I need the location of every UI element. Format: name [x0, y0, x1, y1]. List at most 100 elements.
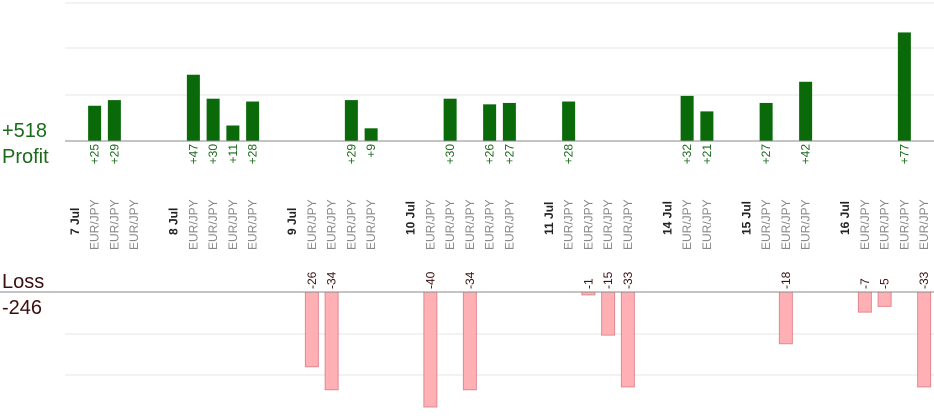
profit-bar — [502, 102, 516, 141]
date-label: 8 Jul — [167, 208, 181, 235]
loss-bar — [620, 291, 635, 388]
pair-label: EUR/JPY — [107, 199, 121, 250]
loss-bar — [462, 291, 477, 391]
pair-label: EUR/JPY — [88, 199, 102, 250]
pair-label: EUR/JPY — [325, 199, 339, 250]
profit-bar — [700, 111, 714, 141]
profit-value-label: +11 — [226, 144, 240, 164]
profit-bar — [897, 32, 911, 141]
loss-bar — [423, 291, 438, 408]
profit-value-label: +27 — [502, 144, 516, 165]
profit-bar — [246, 101, 260, 141]
loss-value-label: -15 — [601, 271, 615, 289]
profit-value-label: +30 — [206, 144, 220, 165]
pair-label: EUR/JPY — [186, 199, 200, 250]
pair-label: EUR/JPY — [127, 199, 141, 250]
date-label: 7 Jul — [68, 208, 82, 235]
loss-caption: Loss — [2, 271, 44, 293]
date-label: 10 Jul — [404, 201, 418, 235]
loss-value-label: -1 — [581, 278, 595, 289]
profit-value-label: +42 — [799, 144, 813, 165]
loss-value-label: -26 — [305, 271, 319, 289]
profit-bar — [680, 95, 694, 141]
loss-value-label: -40 — [423, 271, 437, 289]
pair-label: EUR/JPY — [799, 199, 813, 250]
pair-label: EUR/JPY — [502, 199, 516, 250]
loss-bar — [917, 291, 932, 388]
profit-value-label: +29 — [107, 144, 121, 165]
profit-bars — [88, 32, 911, 141]
loss-bar — [304, 291, 319, 368]
loss-bar — [778, 291, 793, 345]
date-label: 14 Jul — [660, 201, 674, 235]
loss-value-label: -34 — [463, 271, 477, 289]
loss-value-label: -34 — [325, 271, 339, 289]
loss-bar — [857, 291, 872, 313]
profit-bar — [186, 74, 200, 141]
pair-label: EUR/JPY — [601, 199, 615, 250]
pair-label: EUR/JPY — [680, 199, 694, 250]
date-label: 15 Jul — [739, 201, 753, 235]
profit-caption: Profit — [2, 146, 49, 168]
loss-value-label: -18 — [779, 271, 793, 289]
profit-bar — [364, 128, 378, 141]
profit-value-label: +9 — [364, 144, 378, 158]
pair-label: EUR/JPY — [246, 199, 260, 250]
profit-value-label: +26 — [483, 144, 497, 165]
pair-label: EUR/JPY — [917, 199, 931, 250]
loss-bar — [877, 291, 892, 307]
profit-value-label: +32 — [680, 144, 694, 165]
pair-label: EUR/JPY — [344, 199, 358, 250]
loss-value-label: -7 — [858, 278, 872, 289]
loss-gridlines — [65, 333, 934, 376]
loss-total: -246 — [2, 297, 42, 319]
profit-value-label: +27 — [759, 144, 773, 165]
profit-bar — [443, 98, 457, 141]
profit-bar — [226, 125, 240, 141]
loss-value-label: -33 — [917, 271, 931, 289]
pair-label: EUR/JPY — [443, 199, 457, 250]
profit-value-label: +77 — [897, 144, 911, 165]
pair-label: EUR/JPY — [759, 199, 773, 250]
profit-bar — [759, 102, 773, 141]
profit-gridlines — [65, 2, 934, 96]
pair-label: EUR/JPY — [305, 199, 319, 250]
profit-value-label: +47 — [186, 144, 200, 165]
profit-value-label: +25 — [88, 144, 102, 165]
profit-value-label: +28 — [246, 144, 260, 165]
pair-label: EUR/JPY — [878, 199, 892, 250]
pair-label: EUR/JPY — [463, 199, 477, 250]
pair-label: EUR/JPY — [206, 199, 220, 250]
date-label: 11 Jul — [542, 202, 556, 235]
pair-label: EUR/JPY — [581, 199, 595, 250]
pair-label: EUR/JPY — [562, 199, 576, 250]
pair-label: EUR/JPY — [779, 199, 793, 250]
profit-value-label: +21 — [700, 144, 714, 165]
date-label: 9 Jul — [285, 208, 299, 235]
pair-label: EUR/JPY — [226, 199, 240, 250]
profit-total: +518 — [2, 120, 47, 142]
loss-bar — [601, 291, 616, 336]
profit-bar — [107, 100, 121, 141]
pair-label: EUR/JPY — [858, 199, 872, 250]
loss-bars — [304, 291, 932, 408]
profit-bar — [344, 100, 358, 141]
category-labels: 7 Jul EUR/JPY EUR/JPY EUR/JPY 8 Jul EUR/JPY EU… — [68, 199, 931, 250]
pair-label: EUR/JPY — [364, 199, 378, 250]
loss-value-labels: -26 -34 -40 -34 -1 -15 -33 -18 -7 -5 -33 — [305, 271, 931, 289]
profit-value-labels: +25 +29 +47 +30 +11 +28 +29 +9 +30 +26 +27 +28 +32 +2… — [88, 144, 912, 165]
pair-label: EUR/JPY — [897, 199, 911, 250]
profit-bar — [799, 81, 813, 141]
pair-label: EUR/JPY — [621, 199, 635, 250]
profit-bar — [483, 104, 497, 141]
profit-value-label: +29 — [344, 144, 358, 165]
profit-value-label: +30 — [443, 144, 457, 165]
profit-bar — [562, 101, 576, 141]
profit-value-label: +28 — [562, 144, 576, 165]
pair-label: EUR/JPY — [423, 199, 437, 250]
loss-value-label: -33 — [621, 271, 635, 289]
pair-label: EUR/JPY — [483, 199, 497, 250]
loss-bar — [324, 291, 339, 391]
pair-label: EUR/JPY — [700, 199, 714, 250]
